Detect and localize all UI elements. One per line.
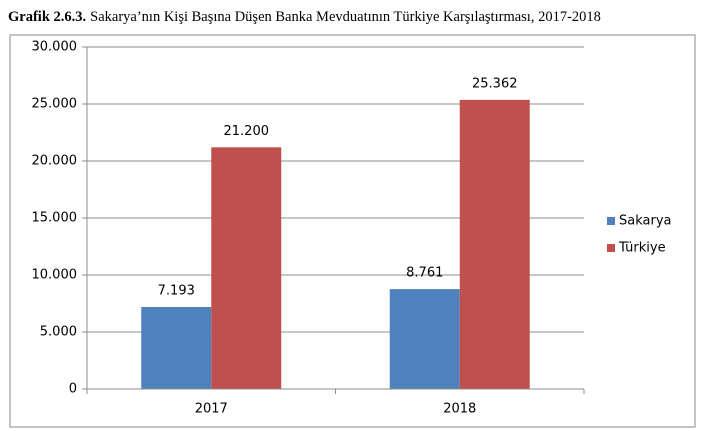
- x-tick-label: 2018: [443, 402, 476, 417]
- legend-swatch: [607, 217, 615, 225]
- legend-label: Türkiye: [618, 241, 666, 256]
- bar: [389, 289, 460, 389]
- title-text: Sakarya’nın Kişi Başına Düşen Banka Mevd…: [90, 9, 601, 25]
- y-tick-label: 25.000: [32, 97, 78, 112]
- bar: [211, 147, 282, 389]
- figure-label: Grafik 2.6.3.: [8, 9, 86, 25]
- legend-label: Sakarya: [619, 214, 672, 229]
- value-label: 8.761: [406, 266, 443, 281]
- value-label: 7.193: [158, 283, 195, 298]
- legend-swatch: [607, 244, 615, 252]
- x-tick-label: 2017: [195, 402, 228, 417]
- value-label: 21.200: [224, 124, 270, 139]
- bar: [459, 99, 530, 389]
- value-label: 25.362: [472, 76, 518, 91]
- y-tick-label: 5.000: [40, 325, 77, 340]
- y-tick-label: 10.000: [32, 268, 78, 283]
- y-tick-label: 0: [69, 382, 77, 397]
- y-tick-label: 20.000: [32, 154, 78, 169]
- y-tick-label: 15.000: [32, 211, 78, 226]
- y-tick-label: 30.000: [32, 40, 78, 55]
- chart-frame: [9, 34, 696, 428]
- chart-title: Grafik 2.6.3. Sakarya’nın Kişi Başına Düş…: [8, 9, 601, 25]
- bar: [141, 306, 212, 389]
